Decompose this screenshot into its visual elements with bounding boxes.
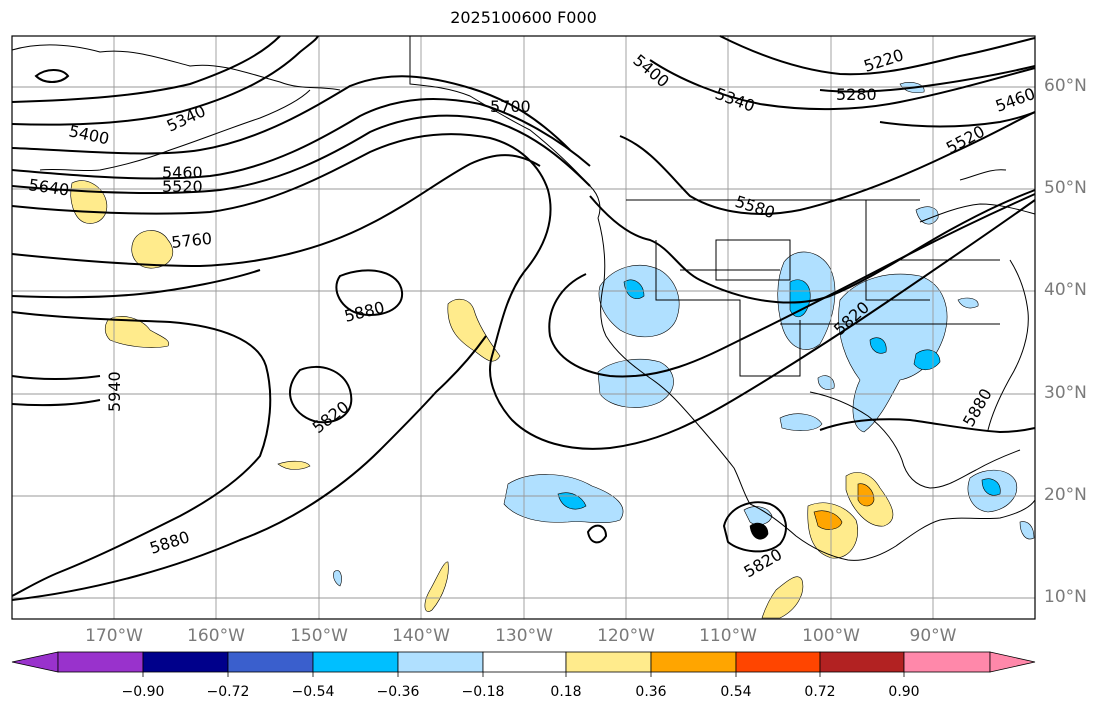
- colorbar-segment: [650, 651, 737, 673]
- colorbar-tick-label: −0.72: [206, 684, 250, 700]
- contour-line: [11, 311, 272, 597]
- contour-line: [11, 375, 101, 380]
- contour-line: [719, 35, 1036, 76]
- strong-negative-anomaly-patch: [913, 349, 941, 371]
- contour-line: [11, 35, 319, 126]
- height-contours: [11, 35, 1036, 601]
- latitude-label: 30°N: [1044, 383, 1087, 403]
- contour-line: [879, 111, 1036, 128]
- negative-anomaly-patch: [779, 413, 823, 431]
- contour-line: [11, 154, 541, 268]
- contour-line: [11, 98, 591, 180]
- strong-negative-anomaly-patch: [981, 478, 1001, 496]
- negative-anomaly-patch: [838, 273, 948, 433]
- negative-anomaly-patch: [817, 375, 835, 390]
- colorbar-segment: [142, 651, 229, 673]
- colorbar-segment: [819, 651, 905, 673]
- colorbar-tick-label: 0.36: [635, 684, 667, 700]
- contour-line: [619, 111, 1036, 215]
- latitude-label: 40°N: [1044, 280, 1087, 300]
- colorbar-segment: [482, 651, 567, 673]
- map-title: 2025100600 F000: [450, 8, 597, 27]
- negative-anomaly-patch: [915, 206, 939, 225]
- contour-label: 5460: [162, 163, 203, 182]
- strong-positive-anomaly-patch: [857, 483, 875, 507]
- contour-label: 5280: [836, 85, 877, 104]
- contour-line: [11, 114, 591, 194]
- colorbar-tick-label: −0.36: [376, 684, 420, 700]
- positive-anomaly-patch: [761, 576, 804, 619]
- longitude-label: 150°W: [290, 626, 348, 646]
- contour-label: 5940: [105, 371, 124, 412]
- longitude-label: 140°W: [392, 626, 450, 646]
- longitude-label: 120°W: [597, 626, 655, 646]
- colorbar-segment: [312, 651, 399, 673]
- contour-line: [34, 69, 70, 83]
- contour-line: [11, 133, 1036, 450]
- colorbar-extend-high: [989, 651, 1036, 673]
- colorbar-segment: [227, 651, 314, 673]
- contour-line: [11, 75, 571, 155]
- latitude-label: 60°N: [1044, 76, 1087, 96]
- colorbar-tick-label: 0.72: [804, 684, 836, 700]
- contour-label: 5760: [170, 229, 212, 252]
- colorbar-segment: [397, 651, 484, 673]
- colorbar-segment: [735, 651, 821, 673]
- colorbar-segment: [903, 651, 991, 673]
- contour-line: [819, 418, 1036, 434]
- colorbar-segment: [565, 651, 652, 673]
- contour-line: [589, 189, 1036, 304]
- contour-label: 5520: [162, 177, 203, 196]
- contour-line: [11, 269, 261, 299]
- contour-line: [586, 524, 608, 544]
- colorbar-tick-label: −0.90: [121, 684, 165, 700]
- colorbar-tick-label: 0.18: [550, 684, 582, 700]
- negative-anomaly-patch: [597, 358, 674, 408]
- strong-negative-anomaly-patch: [869, 337, 887, 354]
- contour-line: [11, 335, 487, 601]
- contour-line: [11, 399, 101, 407]
- contour-line: [819, 65, 1036, 93]
- colorbar-tick-label: −0.18: [461, 684, 505, 700]
- coastlines: [11, 36, 1036, 561]
- longitude-label: 130°W: [495, 626, 553, 646]
- positive-anomaly-patch: [131, 230, 174, 269]
- contour-line: [289, 365, 353, 424]
- negative-anomaly-patch: [957, 297, 979, 309]
- longitude-label: 90°W: [909, 626, 957, 646]
- negative-anomaly-patch: [333, 570, 342, 587]
- contour-line: [548, 193, 1036, 378]
- colorbar-tick-label: −0.54: [291, 684, 335, 700]
- positive-anomaly-patch: [447, 298, 501, 362]
- map-frame: [11, 35, 1036, 620]
- contour-line: [335, 269, 404, 316]
- strong-positive-anomaly-patch: [813, 510, 843, 530]
- positive-anomaly-patch: [424, 561, 449, 612]
- contour-line: [11, 35, 281, 103]
- contour-line: [722, 501, 787, 553]
- colorbar-segment: [57, 651, 144, 673]
- latitude-label: 50°N: [1044, 178, 1087, 198]
- colorbar: [11, 651, 1036, 677]
- colorbar-extend-low: [11, 651, 59, 673]
- longitude-label: 160°W: [187, 626, 245, 646]
- longitude-label: 100°W: [802, 626, 860, 646]
- strong-negative-anomaly-patch: [623, 279, 645, 299]
- colorbar-tick-label: 0.90: [888, 684, 920, 700]
- extreme-anomaly-patch: [749, 522, 769, 540]
- contour-label: 5700: [490, 97, 531, 116]
- latitude-label: 10°N: [1044, 587, 1087, 607]
- longitude-label: 110°W: [699, 626, 757, 646]
- longitude-label: 170°W: [85, 626, 143, 646]
- positive-anomaly-patch: [277, 460, 311, 470]
- latitude-label: 20°N: [1044, 485, 1087, 505]
- negative-anomaly-patch: [1019, 521, 1035, 540]
- strong-negative-anomaly-patch: [557, 492, 587, 510]
- colorbar-tick-label: 0.54: [720, 684, 752, 700]
- contour-line: [649, 59, 1036, 111]
- negative-anomaly-patch: [598, 264, 680, 338]
